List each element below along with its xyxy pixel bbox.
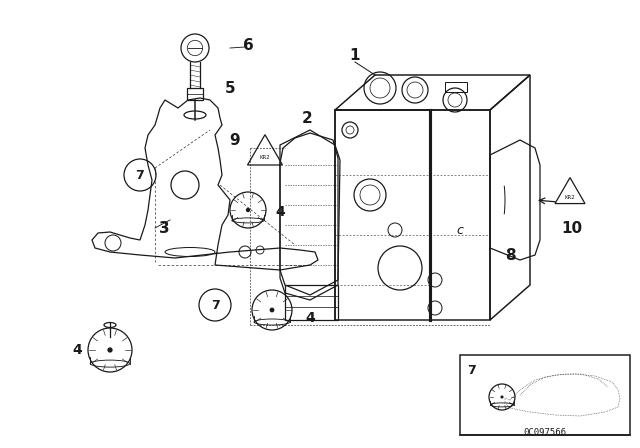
Text: KR2: KR2 <box>260 155 270 159</box>
Text: 4: 4 <box>305 311 315 325</box>
Bar <box>187 88 203 100</box>
Text: 1: 1 <box>349 47 360 63</box>
Bar <box>445 82 467 92</box>
Text: 4: 4 <box>275 205 285 219</box>
Text: 8: 8 <box>505 247 515 263</box>
Circle shape <box>269 308 275 312</box>
Text: 7: 7 <box>211 298 220 311</box>
Text: KR2: KR2 <box>564 194 575 199</box>
Text: 0C097566: 0C097566 <box>524 427 566 436</box>
Bar <box>460 355 630 435</box>
Text: 2: 2 <box>301 111 312 125</box>
Text: 10: 10 <box>561 220 582 236</box>
Text: 4: 4 <box>72 343 82 357</box>
Text: c: c <box>456 224 463 237</box>
Text: 7: 7 <box>468 363 476 376</box>
Text: 3: 3 <box>159 220 170 236</box>
Text: 5: 5 <box>225 81 236 95</box>
Text: 9: 9 <box>230 133 240 147</box>
Text: 7: 7 <box>136 168 145 181</box>
Circle shape <box>108 347 113 353</box>
Text: 6: 6 <box>243 38 253 52</box>
Circle shape <box>500 396 504 399</box>
Circle shape <box>246 208 250 212</box>
